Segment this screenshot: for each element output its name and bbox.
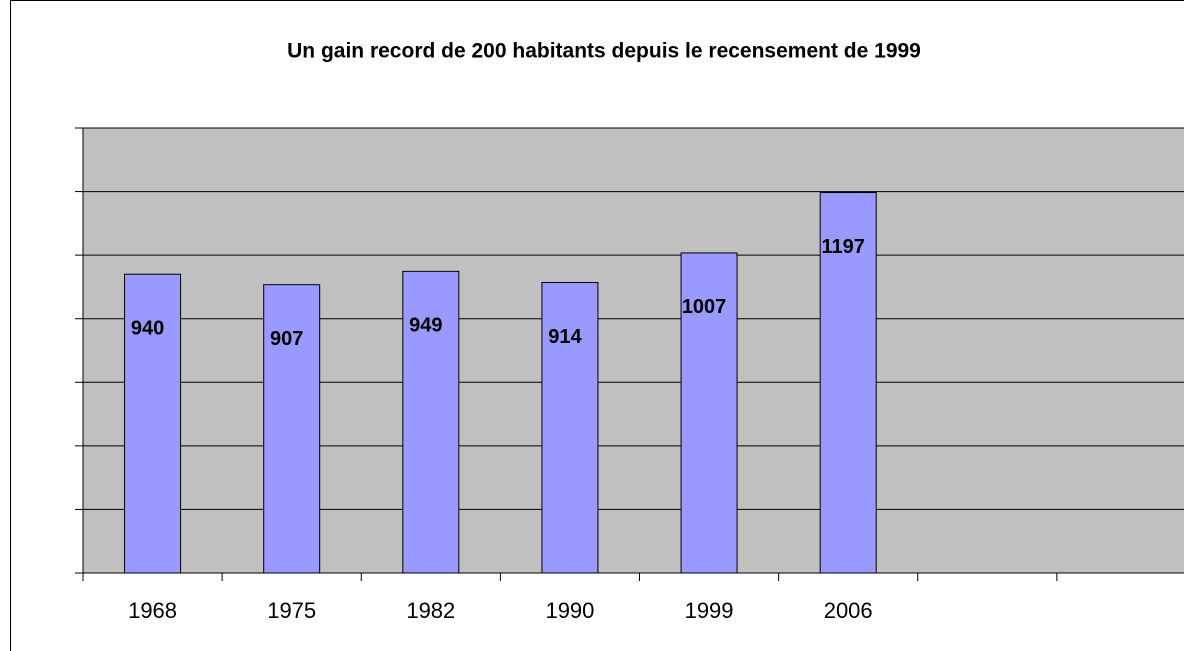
x-tick-label: 2006 (824, 598, 873, 623)
x-tick-label: 1982 (406, 598, 455, 623)
data-label: 1197 (821, 236, 864, 258)
x-tick-label: 1990 (545, 598, 594, 623)
bar (124, 273, 182, 574)
plot-area (83, 128, 1184, 573)
chart-title: Un gain record de 200 habitants depuis l… (287, 40, 921, 63)
data-label: 1007 (682, 296, 727, 318)
bar (263, 284, 321, 574)
x-tick-label: 1975 (267, 598, 316, 623)
x-tick-label: 1968 (128, 598, 177, 623)
data-label: 940 (131, 317, 164, 339)
bar (541, 281, 599, 574)
bar (402, 270, 460, 574)
data-label: 914 (548, 326, 582, 348)
data-label: 949 (409, 315, 442, 337)
bar (680, 252, 738, 574)
data-label: 907 (270, 328, 303, 350)
bar (819, 192, 877, 574)
x-tick-label: 1999 (685, 598, 734, 623)
